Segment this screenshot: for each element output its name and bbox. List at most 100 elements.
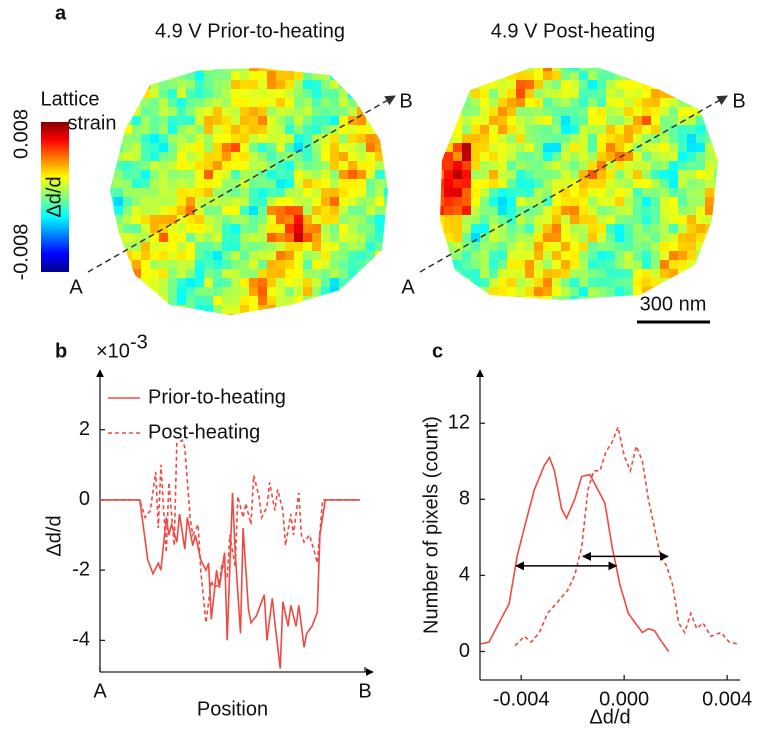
map-cell — [267, 107, 277, 117]
map-cell — [570, 233, 580, 243]
map-cell — [588, 125, 598, 135]
map-cell — [132, 134, 142, 144]
colorbar-title: strain — [68, 112, 117, 134]
map-cell — [348, 206, 358, 216]
map-cell — [489, 224, 499, 234]
map-cell — [633, 287, 643, 297]
legend-label: Post-heating — [148, 421, 260, 443]
map-cell — [642, 260, 652, 270]
map-cell — [348, 224, 358, 234]
map-cell — [366, 170, 376, 180]
map-cell — [312, 251, 322, 261]
map-cell — [453, 206, 463, 216]
map-cell — [669, 134, 679, 144]
map-cell — [240, 188, 250, 198]
map-cell — [471, 197, 481, 207]
map-cell — [123, 152, 133, 162]
map-cell — [321, 179, 331, 189]
map-cell — [624, 116, 634, 126]
map-cell — [606, 233, 616, 243]
map-cell — [114, 296, 124, 306]
map-cell — [696, 251, 706, 261]
map-cell — [624, 215, 634, 225]
map-cell — [231, 125, 241, 135]
map-cell — [123, 305, 133, 315]
map-cell — [339, 206, 349, 216]
map-cell — [561, 233, 571, 243]
map-cell — [303, 152, 313, 162]
map-cell — [642, 233, 652, 243]
map-cell — [480, 233, 490, 243]
map-cell — [114, 287, 124, 297]
map-cell — [570, 206, 580, 216]
map-cell — [660, 278, 670, 288]
map-cell — [249, 251, 259, 261]
map-cell — [195, 269, 205, 279]
y-tick-label: 2 — [79, 418, 90, 440]
map-cell — [132, 80, 142, 90]
map-cell — [159, 305, 169, 315]
map-cell — [588, 134, 598, 144]
map-cell — [231, 68, 241, 72]
map-cell — [561, 98, 571, 108]
map-cell — [384, 80, 388, 90]
map-cell — [348, 170, 358, 180]
map-cell — [525, 107, 535, 117]
map-cell — [312, 305, 322, 315]
map-cell — [705, 197, 715, 207]
map-cell — [159, 89, 169, 99]
map-cell — [606, 269, 616, 279]
map-cell — [357, 179, 367, 189]
map-cell — [366, 278, 376, 288]
map-cell — [339, 314, 349, 315]
map-cell — [552, 188, 562, 198]
map-cell — [696, 260, 706, 270]
map-cell — [110, 206, 115, 216]
map-cell — [204, 224, 214, 234]
map-cell — [440, 125, 445, 135]
map-cell — [213, 224, 223, 234]
map-cell — [498, 152, 508, 162]
map-cell — [561, 242, 571, 252]
map-cell — [687, 152, 697, 162]
map-cell — [267, 116, 277, 126]
map-cell — [110, 305, 115, 315]
map-cell — [471, 125, 481, 135]
map-cell — [471, 116, 481, 126]
map-cell — [150, 188, 160, 198]
map-cell — [312, 134, 322, 144]
map-cell — [114, 305, 124, 315]
map-cell — [440, 143, 445, 153]
map-cell — [312, 314, 322, 315]
map-cell — [597, 179, 607, 189]
map-cell — [276, 161, 286, 171]
map-cell — [348, 215, 358, 225]
map-cell — [444, 68, 454, 72]
map-cell — [669, 197, 679, 207]
y-tick-label: 0 — [79, 488, 90, 510]
map-cell — [213, 125, 223, 135]
map-cell — [606, 206, 616, 216]
map-cell — [159, 125, 169, 135]
map-cell — [195, 116, 205, 126]
map-cell — [444, 188, 454, 198]
map-cell — [249, 305, 259, 315]
map-cell — [330, 278, 340, 288]
map-cell — [294, 260, 304, 270]
map-cell — [480, 251, 490, 261]
y-tick-label: 4 — [459, 564, 470, 586]
map-cell — [159, 170, 169, 180]
colorbar-tick: -0.008 — [10, 224, 32, 281]
map-cell — [384, 170, 388, 180]
map-cell — [276, 242, 286, 252]
map-cell — [276, 305, 286, 315]
map-cell — [177, 143, 187, 153]
map-cell — [240, 98, 250, 108]
map-cell — [651, 224, 661, 234]
map-cell — [231, 116, 241, 126]
map-cell — [597, 116, 607, 126]
map-cell — [651, 215, 661, 225]
map-cell — [114, 80, 124, 90]
line-end: B — [399, 90, 412, 112]
map-cell — [660, 80, 670, 90]
